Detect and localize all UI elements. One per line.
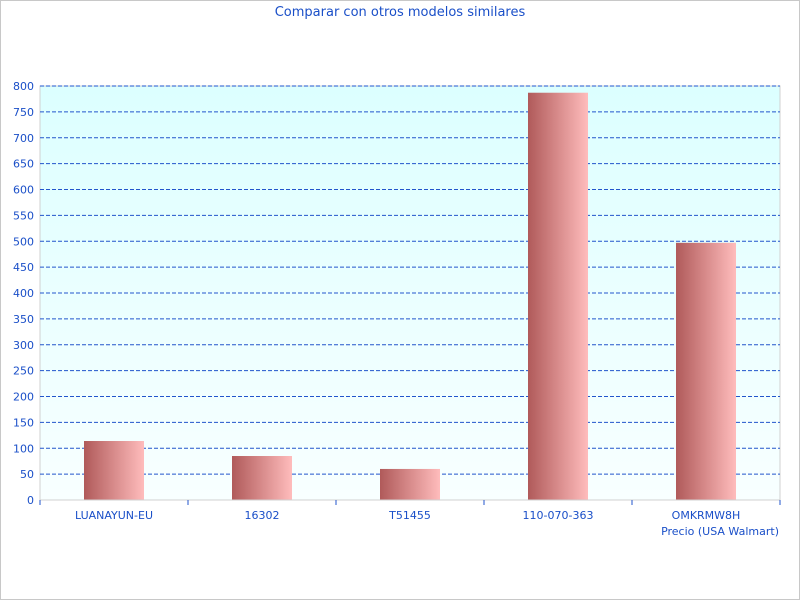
y-tick-label: 150 xyxy=(13,416,34,429)
y-tick-label: 350 xyxy=(13,313,34,326)
y-tick-label: 600 xyxy=(13,184,34,197)
x-tick-label: OMKRMW8H xyxy=(672,509,741,522)
y-tick-label: 50 xyxy=(20,468,34,481)
y-tick-label: 300 xyxy=(13,339,34,352)
x-tick-label: 16302 xyxy=(245,509,280,522)
chart-title: Comparar con otros modelos similares xyxy=(275,5,526,20)
x-axis-label: Precio (USA Walmart) xyxy=(661,525,779,538)
bar-T51455 xyxy=(380,468,440,500)
y-tick-label: 650 xyxy=(13,158,34,171)
y-tick-label: 400 xyxy=(13,287,34,300)
bar-LUANAYUN-EU xyxy=(84,441,144,500)
bar-OMKRMW8H xyxy=(676,242,736,501)
y-tick-label: 100 xyxy=(13,442,34,455)
y-tick-label: 500 xyxy=(13,235,34,248)
bar-110-070-363 xyxy=(528,92,588,500)
x-tick-label: LUANAYUN-EU xyxy=(75,509,153,522)
y-tick-label: 0 xyxy=(27,494,34,507)
y-tick-label: 550 xyxy=(13,209,34,222)
x-tick-label: 110-070-363 xyxy=(523,509,594,522)
y-tick-label: 200 xyxy=(13,391,34,404)
y-tick-label: 700 xyxy=(13,132,34,145)
y-tick-label: 800 xyxy=(13,80,34,93)
y-tick-label: 750 xyxy=(13,106,34,119)
x-tick-label: T51455 xyxy=(388,509,431,522)
y-tick-label: 250 xyxy=(13,365,34,378)
y-tick-label: 450 xyxy=(13,261,34,274)
bar-16302 xyxy=(232,456,292,500)
